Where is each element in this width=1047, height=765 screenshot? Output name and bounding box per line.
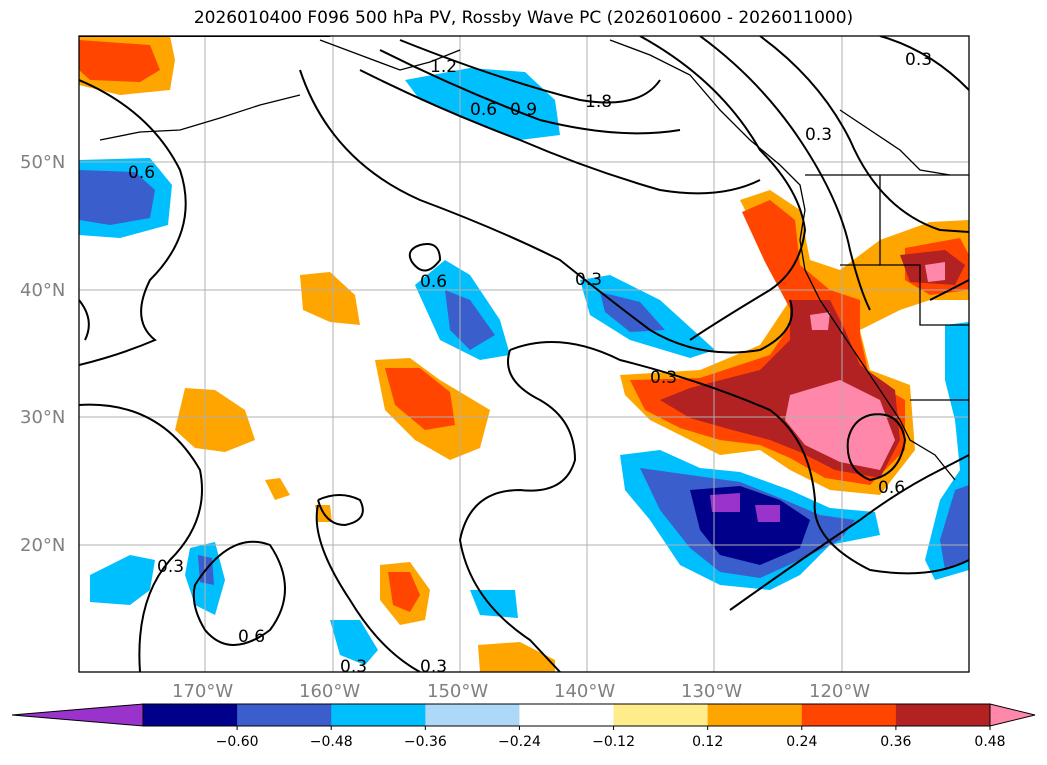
map-frame xyxy=(78,35,970,673)
contour-label: 0.6 xyxy=(470,100,497,120)
negative-anomaly-175w xyxy=(90,555,155,605)
lon-label: 120°W xyxy=(809,681,870,702)
contour-label: 1.2 xyxy=(430,57,457,77)
colorbar-extend-max xyxy=(989,703,1036,727)
lon-label: 170°W xyxy=(172,681,233,702)
graticule xyxy=(79,36,969,672)
lon-label: 160°W xyxy=(299,681,360,702)
colorbar-tick-label: 0.12 xyxy=(692,734,723,750)
latitude-labels: 50°N 40°N 30°N 20°N xyxy=(20,152,65,556)
colorbar-swatch xyxy=(143,704,238,726)
negative-anomaly-north xyxy=(405,68,560,140)
contour-label: 0.6 xyxy=(128,163,155,183)
contour-label: 0.3 xyxy=(905,50,932,70)
colorbar-outline xyxy=(142,703,991,727)
colorbar-tick-label: 0.48 xyxy=(974,734,1005,750)
colorbar-tick-label: 0.24 xyxy=(786,734,817,750)
contour-label: 0.3 xyxy=(340,657,367,677)
pv-contours xyxy=(79,36,969,672)
coastlines xyxy=(99,39,969,481)
colorbar-swatch xyxy=(613,704,709,726)
lat-label: 40°N xyxy=(20,280,65,301)
contour-label: 0.3 xyxy=(650,368,677,388)
colorbar-swatch xyxy=(707,704,803,726)
contour-label: 1.8 xyxy=(585,92,612,112)
colorbar-tick-label: −0.36 xyxy=(404,734,447,750)
colorbar-tick-label: −0.12 xyxy=(592,734,635,750)
contour-label: 0.9 xyxy=(510,100,537,120)
colorbar-swatch xyxy=(331,704,426,726)
colorbar-swatch xyxy=(519,704,615,726)
lat-label: 30°N xyxy=(20,407,65,428)
positive-anomaly-160w xyxy=(300,272,360,325)
longitude-labels: 170°W 160°W 150°W 140°W 130°W 120°W xyxy=(172,681,870,702)
contour-label: 0.6 xyxy=(878,478,905,498)
positive-anomaly-170w xyxy=(175,388,255,452)
colorbar-swatch xyxy=(425,704,520,726)
contour-label: 0.3 xyxy=(157,557,184,577)
contour-label: 0.6 xyxy=(420,272,447,292)
map-panel: 1.2 1.8 0.6 0.9 0.3 0.3 0.6 0.3 0.6 0.3 … xyxy=(79,36,969,677)
colorbar-tick-label: 0.36 xyxy=(880,734,911,750)
contour-label: 0.3 xyxy=(420,657,447,677)
contour-label: 0.3 xyxy=(805,125,832,145)
colorbar: −0.60 −0.48 −0.36 −0.24 −0.12 0.12 0.24 0.36 0.4… xyxy=(11,703,1036,750)
lon-label: 130°W xyxy=(681,681,742,702)
colorbar-swatch xyxy=(801,704,897,726)
lon-label: 150°W xyxy=(427,681,488,702)
colorbar-tick-label: −0.60 xyxy=(216,734,259,750)
positive-anomaly-south-edge xyxy=(478,642,555,672)
contour-labels: 1.2 1.8 0.6 0.9 0.3 0.3 0.6 0.3 0.6 0.3 … xyxy=(128,50,932,677)
colorbar-tick-label: −0.48 xyxy=(310,734,353,750)
contour-label: 0.3 xyxy=(575,270,602,290)
lat-label: 20°N xyxy=(20,535,65,556)
colorbar-swatch xyxy=(895,704,991,726)
colorbar-tick-label: −0.24 xyxy=(498,734,541,750)
map-title: 2026010400 F096 500 hPa PV, Rossby Wave … xyxy=(193,8,854,28)
contour-label: 0.6 xyxy=(238,627,265,647)
colorbar-swatch xyxy=(237,704,332,726)
negative-anomaly-hawaii-south xyxy=(470,590,518,618)
colorbar-extend-min xyxy=(11,703,144,727)
lon-label: 140°W xyxy=(554,681,615,702)
lat-label: 50°N xyxy=(20,152,65,173)
